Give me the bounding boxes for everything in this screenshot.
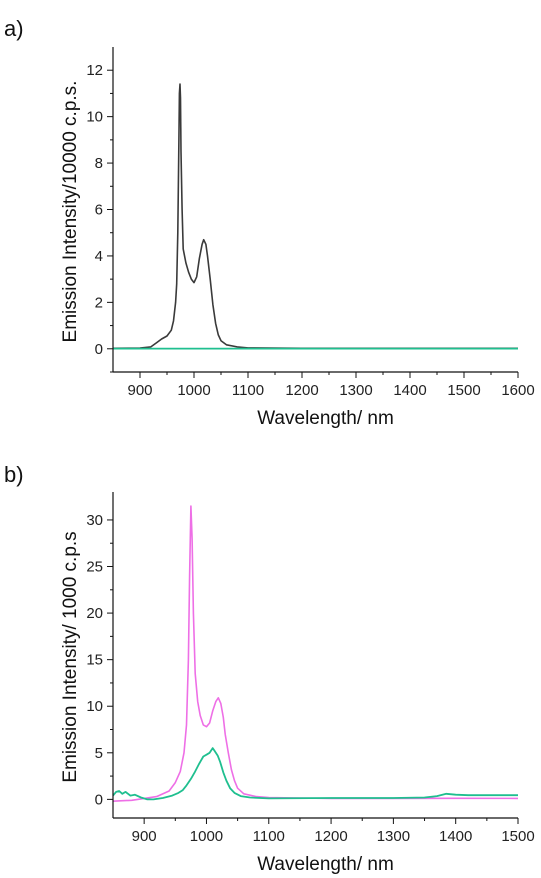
y-tick-label: 30 xyxy=(86,512,103,529)
y-tick-label: 8 xyxy=(95,155,103,172)
y-tick-label: 10 xyxy=(86,109,103,126)
y-tick-label: 20 xyxy=(86,605,103,622)
y-tick-label: 15 xyxy=(86,652,103,669)
y-tick-label: 5 xyxy=(95,745,103,762)
x-tick-label: 1100 xyxy=(253,828,285,845)
y-tick-label: 2 xyxy=(95,294,103,311)
y-axis-title: Emission Intensity/10000 c.p.s. xyxy=(60,81,81,343)
panel-label: a) xyxy=(4,16,24,41)
x-tick-label: 1300 xyxy=(377,828,410,845)
y-tick-label: 4 xyxy=(95,248,103,265)
y-tick-label: 10 xyxy=(86,698,103,715)
y-tick-label: 0 xyxy=(95,341,103,358)
x-tick-label: 1600 xyxy=(501,382,534,399)
y-tick-label: 25 xyxy=(86,559,103,576)
x-tick-label: 1400 xyxy=(439,828,472,845)
x-tick-label: 1000 xyxy=(177,382,210,399)
series-line-1 xyxy=(112,83,518,350)
y-tick-label: 6 xyxy=(95,202,103,219)
x-tick-label: 1500 xyxy=(501,828,534,845)
y-axis-title: Emission Intensity/ 1000 c.p.s xyxy=(60,531,81,782)
x-tick-label: 900 xyxy=(132,828,157,845)
x-tick-label: 900 xyxy=(127,382,152,399)
x-tick-label: 1200 xyxy=(285,382,318,399)
x-tick-label: 1400 xyxy=(393,382,426,399)
y-tick-label: 12 xyxy=(86,62,103,79)
series-line-2 xyxy=(112,747,518,801)
series-line-1 xyxy=(112,505,519,802)
x-tick-label: 1200 xyxy=(314,828,347,845)
x-axis-title: Wavelength/ nm xyxy=(257,854,394,875)
x-axis-title: Wavelength/ nm xyxy=(257,408,394,429)
x-tick-label: 1500 xyxy=(447,382,480,399)
x-tick-label: 1300 xyxy=(339,382,372,399)
x-tick-label: 1000 xyxy=(190,828,223,845)
panel-label: b) xyxy=(4,462,24,487)
x-tick-label: 1100 xyxy=(232,382,264,399)
y-tick-label: 0 xyxy=(95,791,103,808)
